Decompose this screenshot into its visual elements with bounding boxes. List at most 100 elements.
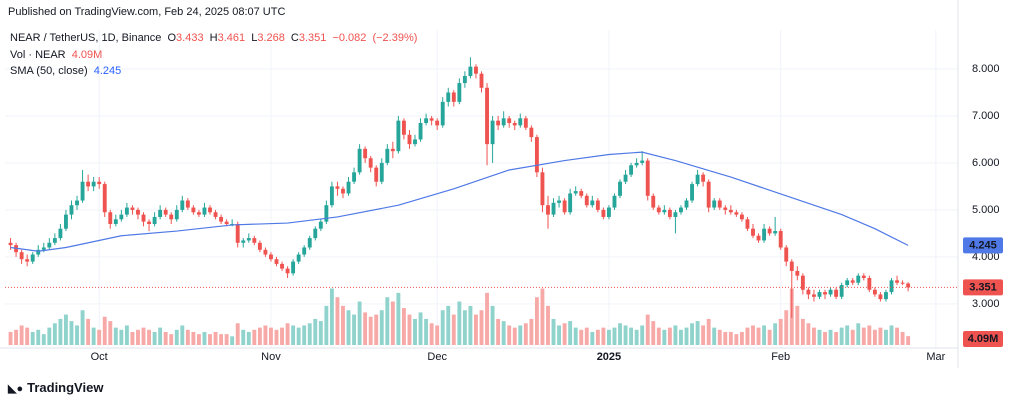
volume-bar xyxy=(75,325,79,345)
volume-bar xyxy=(424,318,429,345)
volume-bar xyxy=(313,318,318,345)
candle-body xyxy=(113,219,118,224)
candle-body xyxy=(728,209,733,213)
candle-body xyxy=(174,209,179,220)
volume-bar xyxy=(662,329,667,345)
volume-bar xyxy=(25,327,30,345)
candle-body xyxy=(252,238,257,243)
candle-body xyxy=(446,92,451,102)
volume-bar xyxy=(584,327,589,345)
volume-bar xyxy=(152,331,157,345)
y-tick-label: 8.000 xyxy=(972,63,1000,75)
candle-body xyxy=(784,247,789,262)
volume-bar xyxy=(872,329,877,345)
candle-body xyxy=(850,280,855,283)
candle-body xyxy=(551,202,556,215)
candle-body xyxy=(163,209,168,215)
candle-body xyxy=(606,207,611,217)
candle-body xyxy=(407,134,412,145)
candle-body xyxy=(213,212,218,217)
candle-body xyxy=(363,148,368,159)
volume-bar xyxy=(490,305,495,345)
volume-bar xyxy=(568,321,573,345)
candle-body xyxy=(451,92,456,102)
volume-bar xyxy=(413,318,417,345)
volume-bar xyxy=(551,318,556,345)
candle-body xyxy=(612,195,617,208)
candle-body xyxy=(562,200,567,213)
change: −0.082 xyxy=(332,32,367,44)
volume-bar xyxy=(850,329,855,345)
candle-body xyxy=(47,242,52,248)
candle-body xyxy=(568,193,573,213)
candle-body xyxy=(69,205,74,215)
candle-body xyxy=(30,254,35,262)
volume-bar xyxy=(579,329,584,345)
volume-bar xyxy=(241,329,246,345)
candle-body xyxy=(573,191,578,194)
candle-body xyxy=(789,261,794,271)
candle-body xyxy=(828,289,833,295)
volume-bar xyxy=(52,323,57,345)
volume-bar xyxy=(889,325,894,345)
candle-body xyxy=(108,212,113,224)
candle-body xyxy=(202,207,207,215)
volume-bar xyxy=(684,327,689,345)
volume-bar xyxy=(823,331,827,345)
volume-name: Vol · NEAR xyxy=(10,49,66,61)
candle-body xyxy=(872,289,877,295)
candle-body xyxy=(861,275,866,279)
volume-bar xyxy=(307,323,312,345)
candle-body xyxy=(368,158,373,168)
volume-bar xyxy=(352,314,357,345)
close-value: 3.351 xyxy=(298,32,327,44)
volume-bar xyxy=(130,331,135,345)
volume-bar xyxy=(390,301,395,345)
published-note: Published on TradingView.com, Feb 24, 20… xyxy=(8,6,286,18)
volume-bar xyxy=(191,331,196,345)
candle-body xyxy=(800,275,805,290)
candle-body xyxy=(706,181,711,208)
candle-body xyxy=(152,216,157,224)
volume-bar xyxy=(451,314,456,345)
candle-body xyxy=(80,181,85,201)
candle-body xyxy=(357,148,362,173)
candle-body xyxy=(274,259,279,264)
volume-tag: 4.09M xyxy=(968,333,999,345)
volume-bar xyxy=(518,325,523,345)
high-value: 3.461 xyxy=(217,32,246,44)
volume-bar xyxy=(363,312,368,345)
candle-body xyxy=(318,221,323,229)
candle-body xyxy=(185,200,190,208)
volume-bar xyxy=(324,305,329,345)
candle-body xyxy=(717,200,722,208)
candle-body xyxy=(208,207,212,213)
candle-body xyxy=(291,261,296,274)
volume-bar xyxy=(252,329,257,345)
candle-body xyxy=(623,174,628,182)
candle-body xyxy=(634,162,639,166)
volume-bar xyxy=(429,323,434,345)
volume-bar xyxy=(667,327,672,345)
candle-body xyxy=(667,209,672,217)
volume-bar xyxy=(86,318,91,345)
volume-bar xyxy=(14,329,19,345)
candle-body xyxy=(41,247,46,250)
candle-body xyxy=(390,148,395,152)
volume-bar xyxy=(590,331,595,345)
candle-body xyxy=(507,118,512,124)
candle-body xyxy=(280,263,284,269)
candle-body xyxy=(739,214,744,220)
candle-body xyxy=(352,172,357,182)
candle-body xyxy=(479,73,484,88)
candle-body xyxy=(673,212,678,217)
volume-bar xyxy=(485,292,489,345)
volume-bar xyxy=(512,327,517,345)
candle-body xyxy=(884,292,888,300)
volume-bar xyxy=(285,323,290,345)
volume-bar xyxy=(185,329,190,345)
candle-body xyxy=(834,289,839,297)
volume-bar xyxy=(762,325,767,345)
candle-body xyxy=(712,200,717,208)
